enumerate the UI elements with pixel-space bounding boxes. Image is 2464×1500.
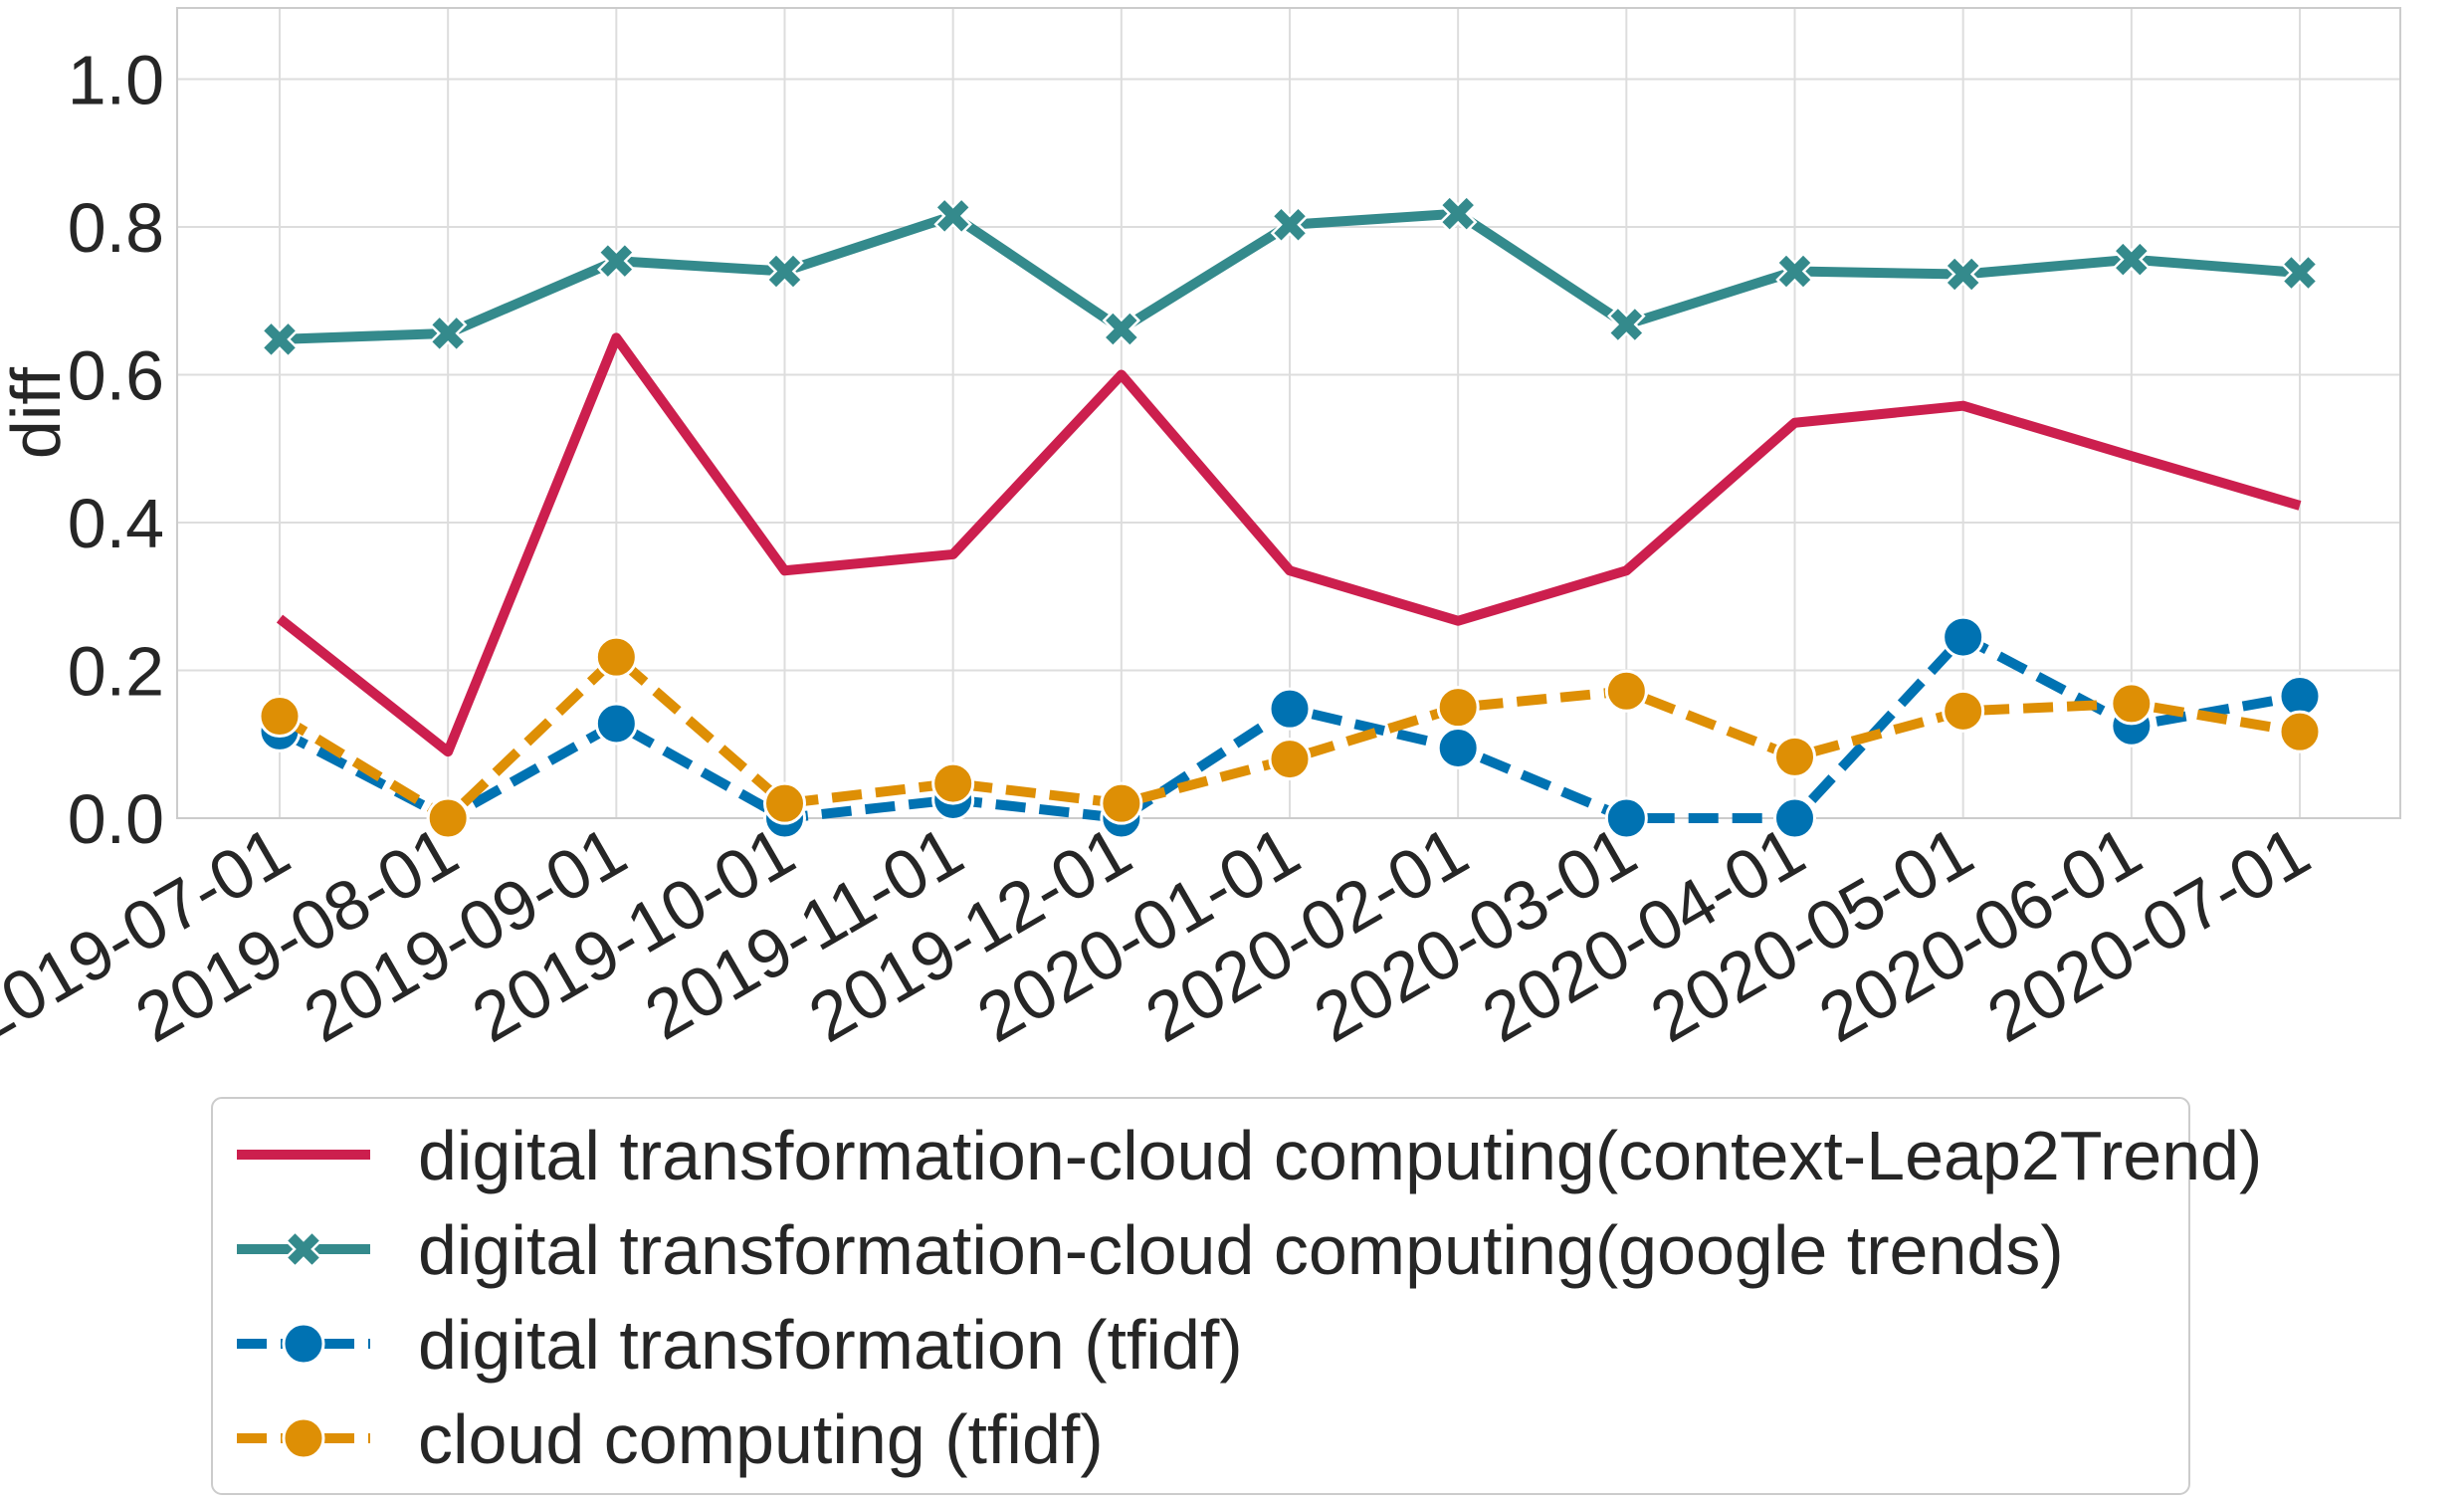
data-point xyxy=(260,320,300,359)
data-point xyxy=(1268,738,1312,781)
data-point xyxy=(931,761,975,805)
data-point xyxy=(1775,252,1814,291)
legend-item: digital transformation-cloud computing(c… xyxy=(237,1117,2262,1194)
data-point xyxy=(2278,674,2322,718)
legend-label: digital transformation-cloud computing(c… xyxy=(418,1117,2262,1194)
data-point xyxy=(2278,710,2322,753)
legend-marker xyxy=(284,1229,323,1269)
legend-item: digital transformation-cloud computing(g… xyxy=(237,1211,2064,1289)
legend-label: digital transformation-cloud computing(g… xyxy=(418,1211,2064,1289)
legend-box xyxy=(211,1097,2190,1495)
data-point xyxy=(1773,735,1816,778)
data-point xyxy=(1944,255,1982,294)
data-point xyxy=(1942,615,1985,659)
legend-marker xyxy=(282,1322,325,1366)
series-line xyxy=(276,332,2302,757)
data-point xyxy=(594,702,638,746)
data-point xyxy=(1604,669,1648,713)
data-point xyxy=(1436,686,1480,730)
data-point xyxy=(933,196,972,236)
series-group xyxy=(260,194,2320,359)
series-group xyxy=(258,635,2322,840)
data-point xyxy=(2110,682,2154,726)
data-point xyxy=(2112,240,2152,279)
legend-label: cloud computing (tfidf) xyxy=(418,1400,1104,1478)
data-point xyxy=(426,796,470,840)
data-point xyxy=(1268,687,1312,731)
data-point xyxy=(1607,305,1646,344)
y-tick-label: 0.0 xyxy=(68,780,164,858)
y-tick-label: 0.6 xyxy=(68,337,164,415)
data-point xyxy=(1438,194,1478,233)
legend-item: digital transformation (tfidf) xyxy=(237,1306,1243,1384)
series-group xyxy=(276,332,2302,757)
data-point xyxy=(1100,781,1143,825)
y-tick-label: 1.0 xyxy=(68,42,164,119)
data-point xyxy=(1270,205,1310,245)
data-point xyxy=(1942,689,1985,733)
data-point xyxy=(428,314,468,353)
series xyxy=(258,194,2322,840)
data-point xyxy=(765,252,804,291)
data-point xyxy=(1436,726,1480,769)
data-point xyxy=(597,241,636,281)
data-point xyxy=(2280,253,2320,293)
y-tick-label: 0.2 xyxy=(68,633,164,711)
data-point xyxy=(258,695,302,739)
y-tick-label: 0.4 xyxy=(68,485,164,562)
y-axis-label: diff xyxy=(0,366,75,459)
plot-area-frame xyxy=(176,7,2401,819)
legend: digital transformation-cloud computing(c… xyxy=(211,1097,2262,1495)
legend-label: digital transformation (tfidf) xyxy=(418,1306,1243,1384)
legend-item: cloud computing (tfidf) xyxy=(237,1400,1104,1478)
data-point xyxy=(1604,796,1648,840)
y-axis: 0.0 0.2 0.4 0.6 0.8 1.0 xyxy=(68,42,164,859)
data-point xyxy=(1773,796,1816,840)
x-axis: 2019-07-012019-08-012019-09-012019-10-01… xyxy=(0,811,2323,1057)
legend-marker xyxy=(282,1416,325,1460)
data-point xyxy=(763,781,806,825)
data-point xyxy=(594,635,638,679)
y-tick-label: 0.8 xyxy=(68,189,164,267)
data-point xyxy=(1102,310,1141,348)
